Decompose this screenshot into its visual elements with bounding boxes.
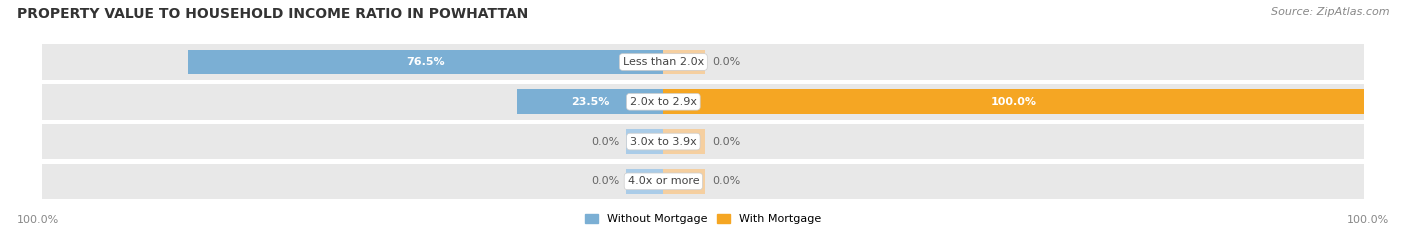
Bar — [626, 129, 664, 154]
Text: Less than 2.0x: Less than 2.0x — [623, 57, 704, 67]
Bar — [664, 169, 706, 194]
Text: 23.5%: 23.5% — [571, 97, 610, 107]
Bar — [664, 89, 1364, 114]
Bar — [664, 129, 706, 154]
Text: 100.0%: 100.0% — [1347, 215, 1389, 225]
Bar — [188, 50, 664, 74]
Text: 100.0%: 100.0% — [17, 215, 59, 225]
Legend: Without Mortgage, With Mortgage: Without Mortgage, With Mortgage — [581, 209, 825, 228]
Text: 0.0%: 0.0% — [592, 176, 620, 186]
Bar — [664, 50, 706, 74]
Text: 0.0%: 0.0% — [713, 57, 741, 67]
Text: Source: ZipAtlas.com: Source: ZipAtlas.com — [1271, 7, 1389, 17]
Bar — [626, 169, 664, 194]
Text: 4.0x or more: 4.0x or more — [627, 176, 699, 186]
Text: 76.5%: 76.5% — [406, 57, 446, 67]
Text: 100.0%: 100.0% — [991, 97, 1036, 107]
Bar — [517, 89, 664, 114]
Text: 0.0%: 0.0% — [713, 137, 741, 146]
Text: 3.0x to 3.9x: 3.0x to 3.9x — [630, 137, 697, 146]
Text: 0.0%: 0.0% — [592, 137, 620, 146]
Text: 2.0x to 2.9x: 2.0x to 2.9x — [630, 97, 697, 107]
Text: PROPERTY VALUE TO HOUSEHOLD INCOME RATIO IN POWHATTAN: PROPERTY VALUE TO HOUSEHOLD INCOME RATIO… — [17, 7, 529, 21]
Text: 0.0%: 0.0% — [713, 176, 741, 186]
